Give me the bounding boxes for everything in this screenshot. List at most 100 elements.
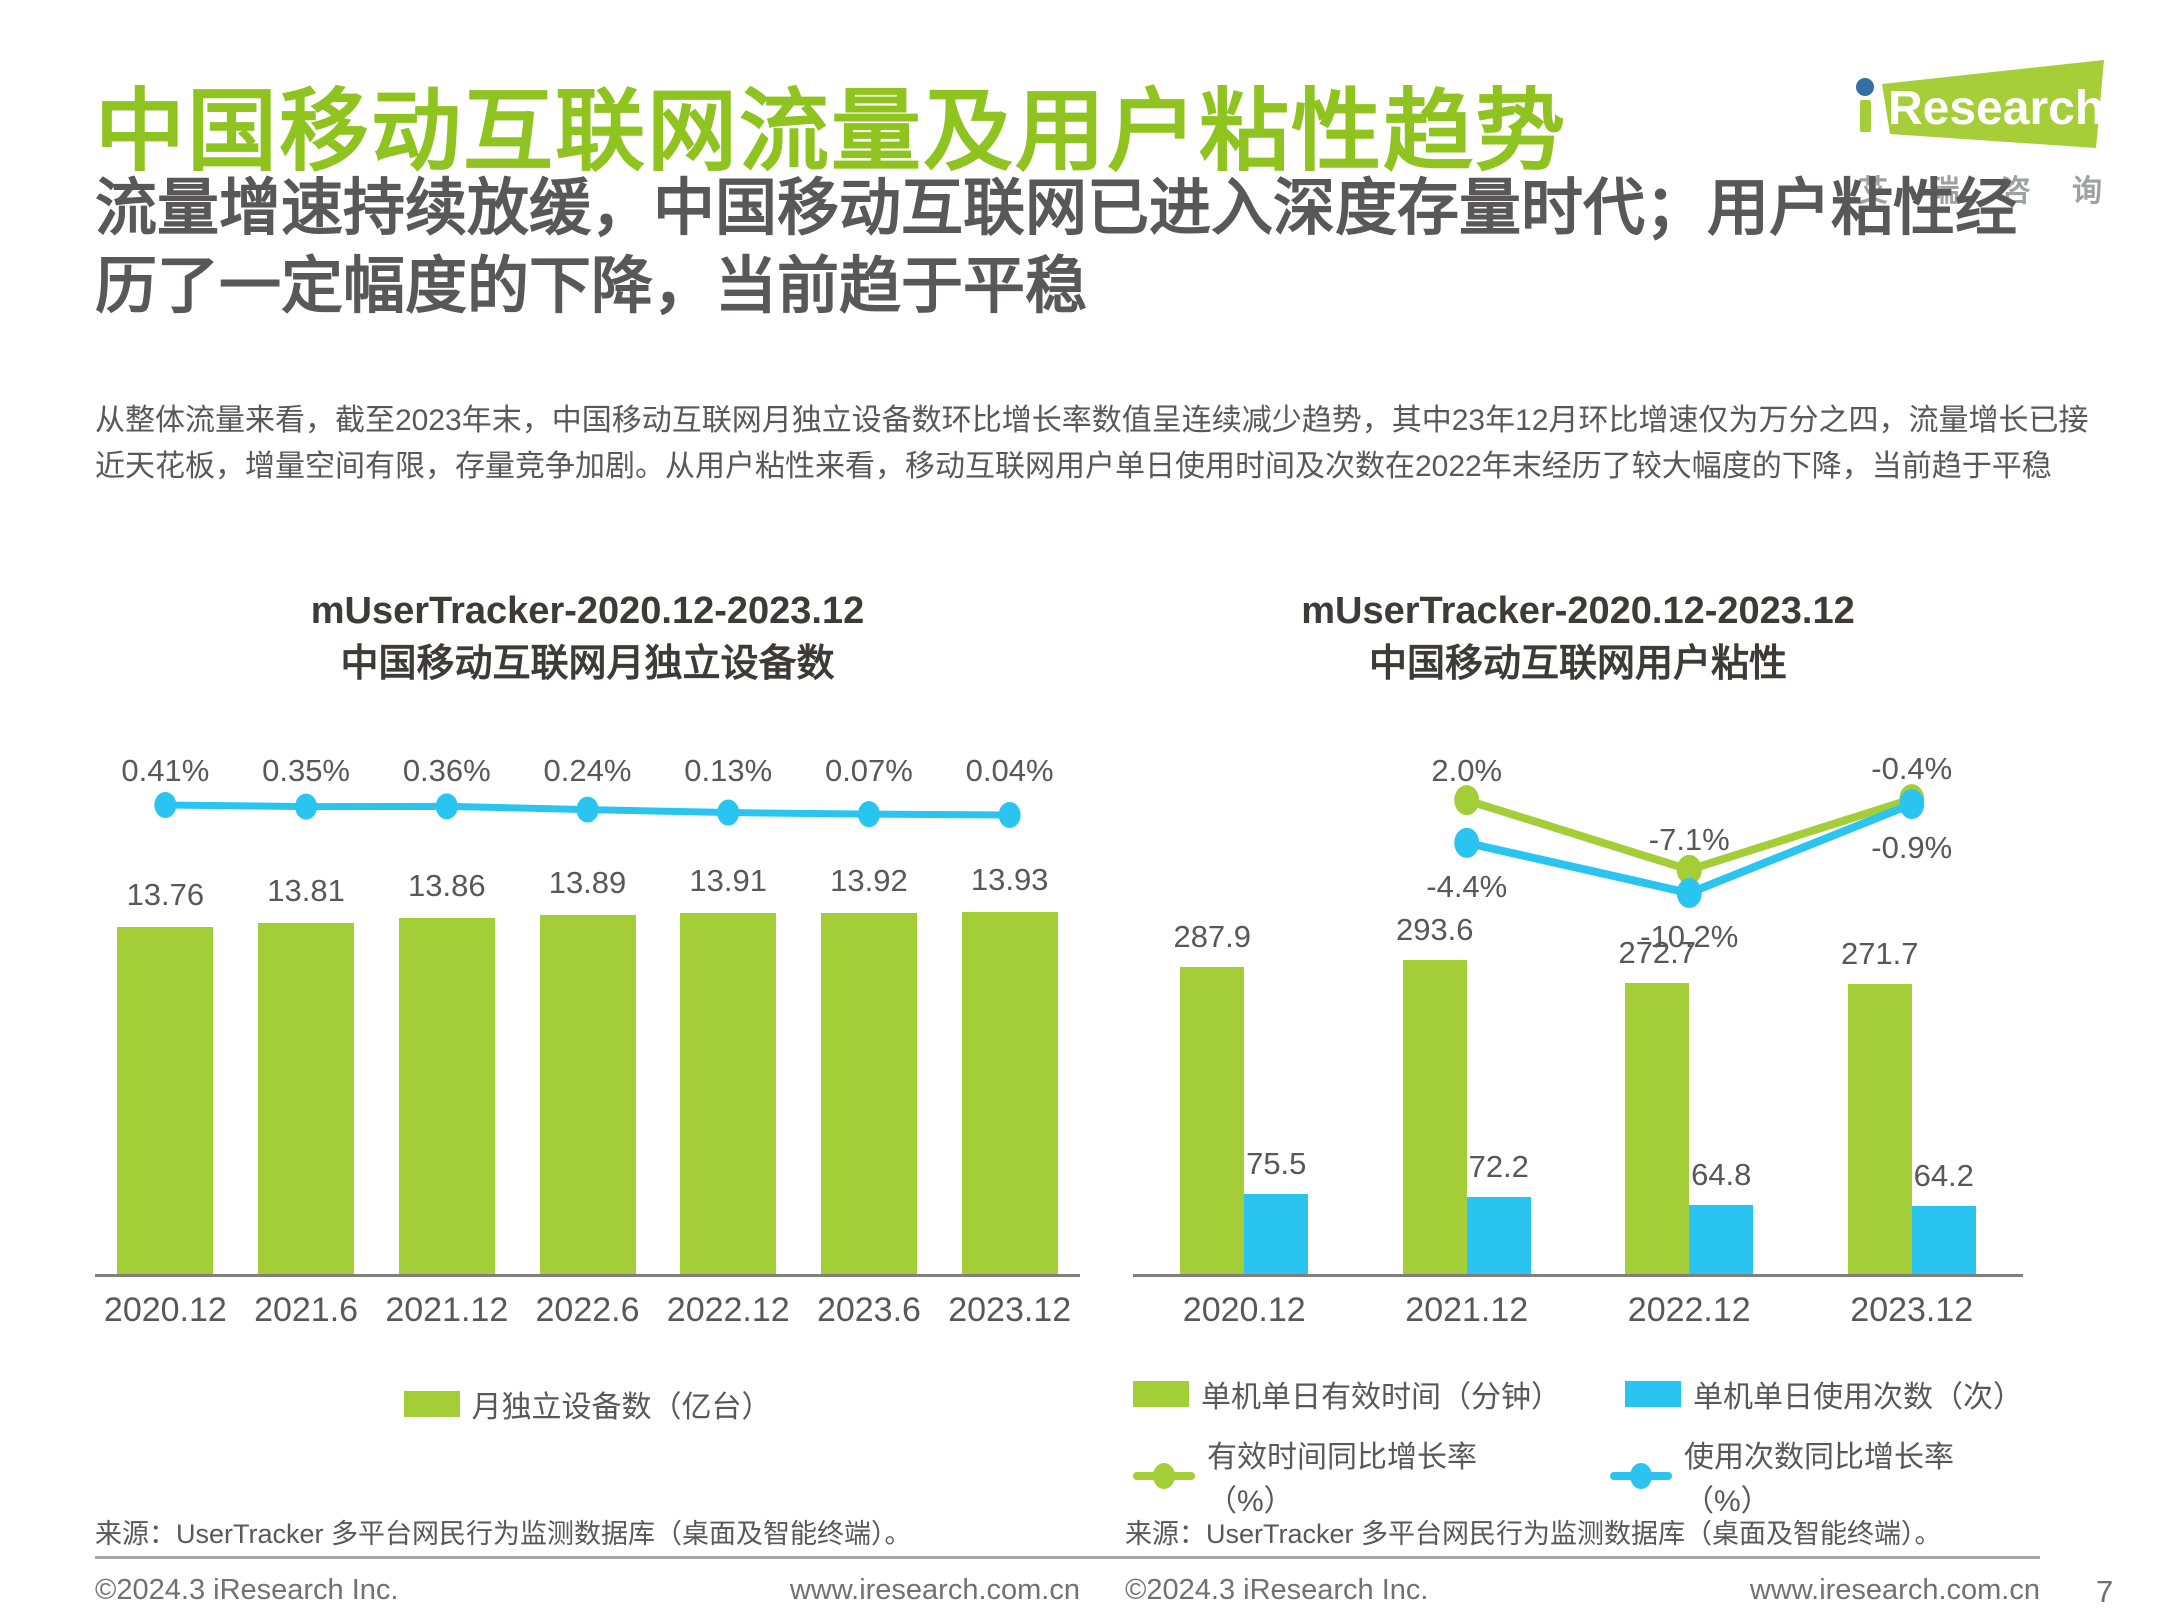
x-tick-label: 2022.12 [1627,1291,1751,1330]
bar-value-label: 293.6 [1395,912,1474,948]
chart-title-left-line2: 中国移动互联网月独立设备数 [340,643,835,686]
bar-daily-time [1180,966,1245,1275]
subtitle-line2: 历了一定幅度的下降，当前趋于平稳 [95,252,1088,322]
legend-swatch-green [403,1391,460,1418]
logo-cn-char: 询 [2071,175,2102,208]
copyright-right: ©2024.3 iResearch Inc. [1125,1574,1429,1606]
devices-growth-line-layer [154,792,1021,829]
iresearch-logo: Research 艾 瑞 咨 询 [1852,58,2108,210]
line-point [998,802,1021,829]
bar-monthly-devices [961,911,1058,1275]
stickiness-chart-legend-lines: 有效时间同比增长率（%） 使用次数同比增长率（%） [1133,1432,2023,1520]
bar-value-label: 13.89 [548,865,627,901]
x-tick-label: 2022.12 [666,1291,790,1330]
growth-rate-label: -0.4% [1871,751,1953,787]
bar-value-label: 272.7 [1618,934,1697,970]
growth-rate-label: 0.04% [965,753,1054,789]
line-point [1454,828,1480,859]
legend-item: 使用次数同比增长率（%） [1610,1432,2023,1520]
growth-rate-label: 2.0% [1431,752,1503,788]
growth-rate-label: 0.36% [402,753,491,789]
legend-line-swatch [1133,1463,1195,1490]
line-point [857,801,880,828]
devices-chart-xaxis: 2020.12 2021.6 2021.12 2022.6 2022.12 2023.6 2… [95,1291,1080,1330]
line-point [717,799,740,826]
chart-panel-devices: mUserTracker-2020.12-2023.12 中国移动互联网月独立设… [95,585,1080,1426]
legend-label: 月独立设备数（亿台） [471,1391,772,1425]
stickiness-growth-line-layer [1454,784,1925,909]
stickiness-chart-xaxis: 2020.12 2021.12 2022.12 2023.12 [1133,1291,2023,1330]
source-note-left: 来源：UserTracker 多平台网民行为监测数据库（桌面及智能终端）。 [95,1519,912,1549]
bar-value-label: 13.76 [126,877,205,913]
x-tick-label: 2021.12 [385,1291,509,1330]
x-tick-label: 2023.12 [1850,1291,1974,1330]
bar-daily-sessions [1466,1197,1531,1275]
logo-i-dot-icon [1856,78,1874,96]
logo-research-text: Research [1888,82,2104,135]
iresearch-logo-mark: Research [1856,60,2104,148]
legend-swatch-cyan [1625,1381,1681,1408]
devices-chart-legend: 月独立设备数（亿台） [95,1382,1080,1426]
legend-item: 单机单日使用次数（次） [1625,1372,2023,1416]
x-tick-label: 2020.12 [1182,1291,1306,1330]
legend-item: 有效时间同比增长率（%） [1133,1432,1546,1520]
growth-rate-label: 0.24% [543,753,632,789]
line-point [1676,855,1702,886]
bar-daily-time [1402,960,1467,1275]
growth-rate-label: 0.13% [684,753,773,789]
stickiness-chart-plot: 287.9 293.6 272.7 271.7 75.5 72.2 64.8 64.2 2.0%… [1133,737,2023,1278]
line-point [154,792,177,819]
bar-value-label: 13.81 [267,872,345,908]
footer-left: ©2024.3 iResearch Inc. www.iresearch.com… [95,1574,1080,1607]
legend-line-swatch [1610,1463,1672,1490]
legend-item: 月独立设备数（亿台） [403,1382,772,1426]
x-tick-label: 2023.12 [948,1291,1072,1330]
bar-daily-time [1625,982,1690,1275]
x-tick-label: 2022.6 [535,1291,640,1330]
website-left: www.iresearch.com.cn [789,1574,1080,1606]
website-right: www.iresearch.com.cn [1749,1574,2040,1606]
subtitle-line1: 流量增速持续放缓，中国移动互联网已进入深度存量时代；用户粘性经 [95,174,2018,243]
x-tick-label: 2021.6 [254,1291,359,1330]
line-point [1676,878,1702,909]
bar-monthly-devices [117,927,214,1275]
bar-monthly-devices [820,912,917,1275]
legend-line-dot [1153,1463,1175,1490]
growth-rate-label: -0.9% [1871,830,1953,866]
growth-rate-label: -7.1% [1648,822,1730,858]
page-subtitle: 流量增速持续放缓，中国移动互联网已进入深度存量时代；用户粘性经 历了一定幅度的下… [95,170,2115,326]
line-point [576,796,599,823]
line-point [1899,789,1925,820]
bar-value-label: 13.93 [970,861,1049,897]
growth-rate-label: 0.41% [121,753,210,789]
source-note-right: 来源：UserTracker 多平台网民行为监测数据库（桌面及智能终端）。 [1125,1519,1942,1549]
bar-daily-sessions [1689,1205,1754,1275]
devices-chart-plot: 13.76 0.41% 13.81 0.35% 13.86 0.36% 13.89 0.24%… [95,737,1080,1278]
footer-right: ©2024.3 iResearch Inc. www.iresearch.com… [1125,1574,2040,1607]
growth-rate-label: 0.35% [262,753,350,789]
page-title: 中国移动互联网流量及用户粘性趋势 [95,82,1567,182]
bar-monthly-devices [539,915,636,1275]
stickiness-chart-legend-bars: 单机单日有效时间（分钟） 单机单日使用次数（次） [1133,1372,2023,1416]
body-paragraph: 从整体流量来看，截至2023年末，中国移动互联网月独立设备数环比增长率数值呈连续… [95,404,2089,483]
footer-divider [95,1556,2040,1559]
bar-daily-time [1847,983,1912,1275]
growth-rate-label: -4.4% [1426,869,1508,905]
iresearch-logo-chinese: 艾 瑞 咨 询 [1852,158,2108,210]
legend-label: 有效时间同比增长率（%） [1207,1441,1477,1519]
growth-rate-label: 0.07% [824,753,913,789]
legend-label: 单机单日使用次数（次） [1693,1381,2023,1415]
legend-line-dot [1630,1463,1652,1490]
bar-value-label: 72.2 [1468,1149,1529,1185]
line-point [1454,785,1480,816]
logo-cn-char: 艾 [1858,175,1888,208]
bar-monthly-devices [398,918,495,1275]
bar-daily-sessions [1244,1193,1309,1275]
bar-value-label: 64.8 [1691,1157,1752,1193]
bar-value-label: 13.91 [689,863,767,899]
line-point [435,793,458,820]
chart-title-left: mUserTracker-2020.12-2023.12 中国移动互联网月独立设… [95,585,1080,691]
bar-value-label: 13.86 [407,868,486,904]
chart-title-right: mUserTracker-2020.12-2023.12 中国移动互联网用户粘性 [1133,585,2023,691]
bar-daily-sessions [1911,1205,1976,1275]
